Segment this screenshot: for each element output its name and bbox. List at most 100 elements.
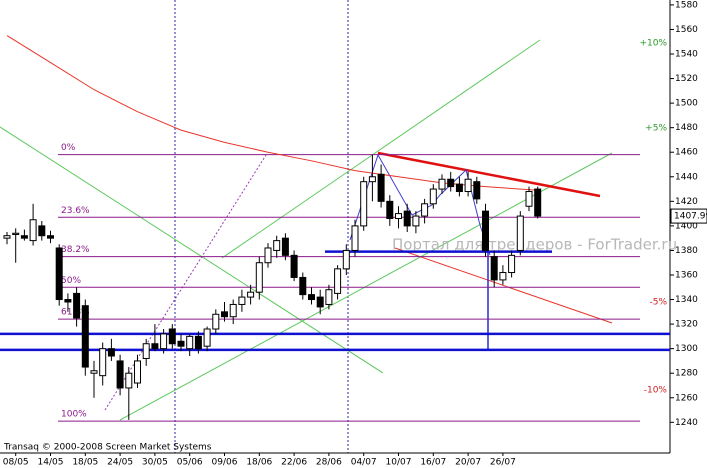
candle-body bbox=[3, 235, 11, 239]
x-tick-label: 09/06 bbox=[212, 458, 238, 468]
y-tick-label: 1340 bbox=[675, 295, 698, 305]
candle-body bbox=[351, 225, 359, 251]
candle-body bbox=[534, 188, 542, 217]
candle-body bbox=[299, 276, 307, 296]
candle-body bbox=[334, 268, 342, 294]
y-tick-label: 1520 bbox=[675, 74, 698, 84]
candle-body bbox=[47, 235, 54, 239]
y-tick-label: 1420 bbox=[675, 197, 698, 207]
candle-body bbox=[395, 213, 402, 220]
y-tick-label: 1260 bbox=[675, 393, 698, 403]
candle-body bbox=[55, 247, 63, 301]
channel-line bbox=[394, 247, 613, 324]
y-tick-label: 1560 bbox=[675, 25, 698, 35]
last-price-label: 1407.99 bbox=[674, 212, 707, 222]
candle-body bbox=[264, 247, 272, 264]
candle-body bbox=[447, 178, 455, 188]
watermark: Портал для трейдеров - ForTrader.ru bbox=[392, 236, 677, 254]
candle-body bbox=[29, 219, 37, 242]
candle-body bbox=[421, 203, 429, 217]
candle-body bbox=[281, 237, 289, 256]
candle-body bbox=[151, 343, 159, 350]
candle-body bbox=[229, 303, 237, 318]
percent-label: -5% bbox=[649, 298, 667, 308]
x-tick-label: 28/06 bbox=[316, 458, 342, 468]
channel-line bbox=[221, 39, 541, 259]
candle-body bbox=[212, 313, 220, 330]
candle-body bbox=[429, 188, 437, 205]
candle-body bbox=[368, 176, 376, 183]
candle-body bbox=[438, 178, 446, 190]
fib-label: 0% bbox=[61, 143, 76, 153]
candle-body bbox=[134, 360, 141, 384]
x-tick-label: 18/06 bbox=[246, 458, 272, 468]
y-tick-label: 1480 bbox=[675, 123, 698, 133]
candle-body bbox=[203, 328, 211, 347]
candle-body bbox=[247, 291, 255, 298]
candle-body bbox=[308, 294, 315, 301]
candle-body bbox=[273, 240, 281, 251]
candle-body bbox=[107, 348, 115, 357]
candle-body bbox=[516, 215, 524, 251]
channel-line bbox=[0, 126, 384, 374]
candle-body bbox=[81, 305, 89, 368]
candle-body bbox=[12, 232, 20, 235]
percent-label: -10% bbox=[644, 386, 668, 396]
y-tick-label: 1360 bbox=[675, 270, 698, 280]
x-tick-label: 18/05 bbox=[72, 458, 98, 468]
candle-body bbox=[99, 348, 107, 377]
candle-body bbox=[386, 200, 394, 220]
candle-body bbox=[73, 292, 81, 319]
percent-label: +5% bbox=[645, 124, 667, 134]
candle-body bbox=[38, 225, 46, 237]
x-tick-label: 26/07 bbox=[490, 458, 516, 468]
x-tick-label: 20/07 bbox=[455, 458, 481, 468]
candle-body bbox=[464, 178, 472, 193]
resistance-line bbox=[377, 151, 601, 198]
candle-body bbox=[360, 181, 368, 227]
x-tick-label: 22/06 bbox=[281, 458, 307, 468]
y-tick-label: 1540 bbox=[675, 50, 698, 60]
candle-body bbox=[412, 215, 420, 227]
candle-body bbox=[290, 254, 298, 278]
candle-body bbox=[142, 343, 150, 359]
x-tick-label: 08/05 bbox=[3, 458, 29, 468]
candle-body bbox=[160, 333, 168, 350]
fib-label: 50% bbox=[61, 276, 81, 286]
x-tick-label: 24/05 bbox=[107, 458, 133, 468]
candle-body bbox=[168, 328, 176, 345]
candle-body bbox=[20, 235, 28, 239]
candle-body bbox=[482, 210, 489, 251]
candle-body bbox=[525, 191, 533, 207]
candle-body bbox=[177, 340, 185, 347]
fib-label: 38.2% bbox=[61, 245, 90, 255]
percent-label: +10% bbox=[639, 39, 667, 49]
candle-body bbox=[403, 210, 411, 227]
candle-body bbox=[186, 335, 194, 350]
candle-body bbox=[221, 311, 228, 318]
candle-body bbox=[377, 173, 385, 202]
y-tick-label: 1280 bbox=[675, 369, 698, 379]
y-tick-label: 1440 bbox=[675, 172, 698, 182]
y-tick-label: 1460 bbox=[675, 148, 698, 158]
x-tick-label: 14/05 bbox=[38, 458, 64, 468]
y-tick-label: 1240 bbox=[675, 418, 698, 428]
candle-body bbox=[125, 372, 133, 389]
candle-body bbox=[255, 262, 263, 293]
x-tick-label: 04/07 bbox=[351, 458, 377, 468]
y-tick-label: 1320 bbox=[675, 320, 698, 330]
last-price-box bbox=[670, 208, 707, 224]
candle-body bbox=[238, 296, 246, 305]
fib-label: 100% bbox=[61, 410, 87, 420]
candle-body bbox=[194, 335, 202, 350]
x-tick-label: 10/07 bbox=[386, 458, 412, 468]
candle-body bbox=[325, 289, 333, 305]
candle-body bbox=[116, 360, 124, 389]
candle-body bbox=[508, 254, 516, 274]
x-tick-label: 16/07 bbox=[420, 458, 446, 468]
x-tick-label: 30/05 bbox=[142, 458, 168, 468]
candle-body bbox=[316, 296, 324, 308]
y-tick-label: 1580 bbox=[675, 0, 698, 10]
fib-label: 23.6% bbox=[61, 206, 90, 216]
candle-body bbox=[499, 272, 507, 281]
